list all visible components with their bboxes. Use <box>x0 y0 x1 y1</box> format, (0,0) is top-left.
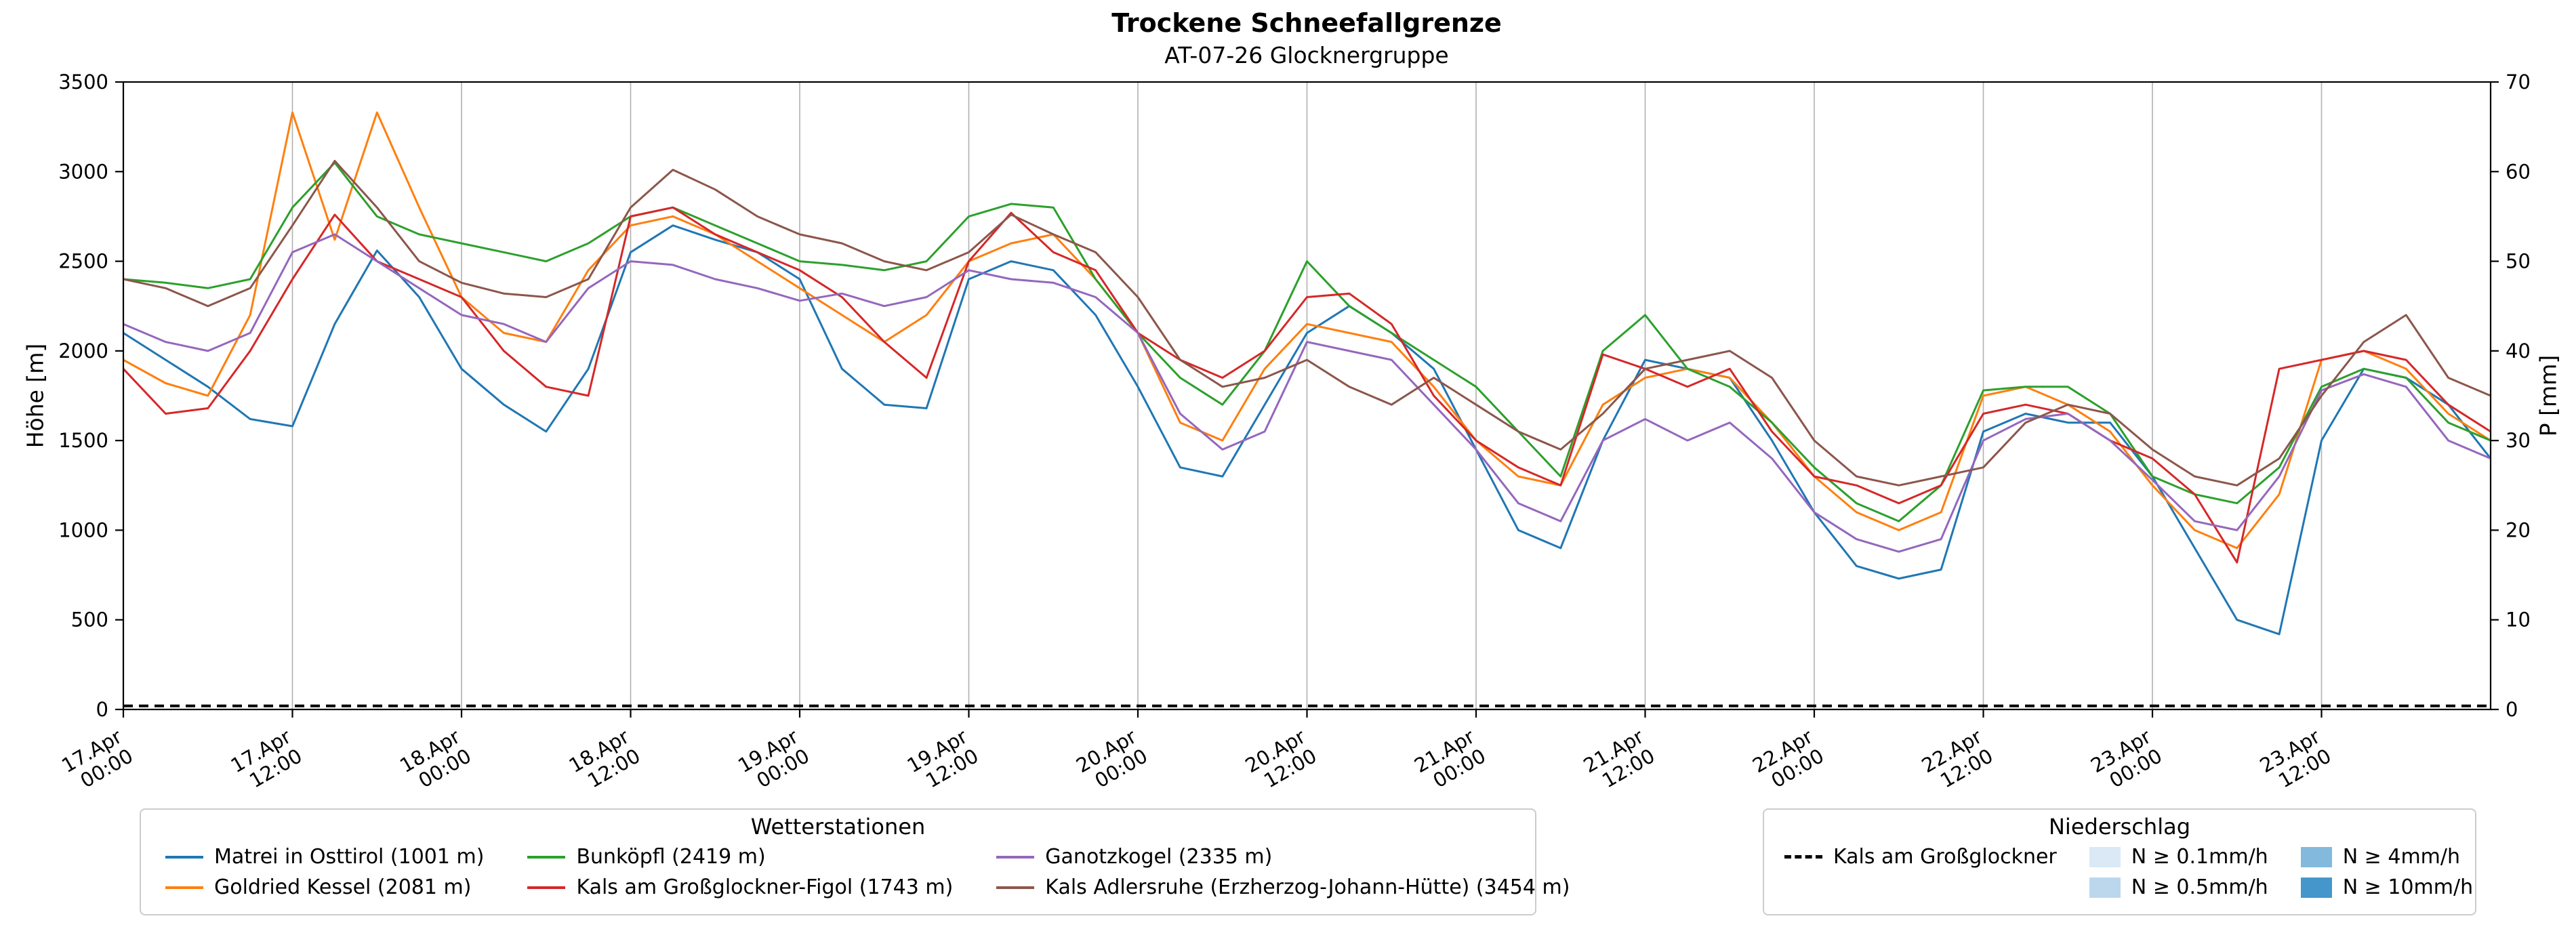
svg-text:23.Apr12:00: 23.Apr12:00 <box>2256 725 2335 797</box>
legend-label: N ≥ 0.5mm/h <box>2131 875 2268 899</box>
xtick-label: 23.Apr00:00 <box>2087 725 2166 797</box>
legend-item-n-4mm-h: N ≥ 4mm/h <box>2300 845 2473 869</box>
legend-item-matrei-in-osttirol-1001-m: Matrei in Osttirol (1001 m) <box>165 845 484 869</box>
chart-subtitle: AT-07-26 Glocknergruppe <box>1164 42 1449 68</box>
series-line-ganotzkogel-2335-m <box>123 233 2491 553</box>
xtick-label: 21.Apr00:00 <box>1410 725 1490 797</box>
precip-patch-swatch-icon <box>2089 846 2121 867</box>
ytick-right-label: 20 <box>2506 518 2531 541</box>
series-line-kals-adlersruhe-erzherzog-johann-h-tte-3454-m <box>123 159 2491 487</box>
ytick-right-label: 60 <box>2506 160 2531 183</box>
svg-text:17.Apr12:00: 17.Apr12:00 <box>227 725 306 797</box>
legend-item-kals-am-gro-glockner-figol-1743-m: Kals am Großglockner-Figol (1743 m) <box>527 875 953 899</box>
legend-label: Kals am Großglockner <box>1833 845 2057 869</box>
precip-patch-swatch-icon <box>2089 877 2121 898</box>
legend-item-n-10mm-h: N ≥ 10mm/h <box>2300 875 2474 899</box>
svg-text:18.Apr12:00: 18.Apr12:00 <box>565 725 645 797</box>
svg-text:19.Apr12:00: 19.Apr12:00 <box>903 725 983 797</box>
legend-stations-items: Matrei in Osttirol (1001 m) Bunköpfl (241… <box>157 845 1570 899</box>
ytick-right-label: 30 <box>2506 429 2531 452</box>
legend-label: Goldried Kessel (2081 m) <box>214 875 472 899</box>
legend-label: N ≥ 4mm/h <box>2342 845 2461 869</box>
series-color-swatch-icon <box>996 855 1035 859</box>
legend-label: N ≥ 0.1mm/h <box>2131 845 2268 869</box>
legend-item-ganotzkogel-2335-m: Ganotzkogel (2335 m) <box>996 845 1570 869</box>
dashed-line-swatch-icon <box>1784 855 1822 859</box>
legend-item-n-0-1mm-h: N ≥ 0.1mm/h <box>2089 845 2268 869</box>
series-color-swatch-icon <box>527 886 566 889</box>
svg-text:17.Apr00:00: 17.Apr00:00 <box>58 725 137 797</box>
legend-item-kals-am-gro-glockner: Kals am Großglockner <box>1784 845 2057 869</box>
ytick-left-label: 1000 <box>58 518 108 541</box>
series-line-bunk-pfl-2419-m <box>123 161 2491 522</box>
svg-text:21.Apr00:00: 21.Apr00:00 <box>1410 725 1490 797</box>
ytick-right-label: 50 <box>2506 250 2531 273</box>
legend-item-n-0-5mm-h: N ≥ 0.5mm/h <box>2089 875 2268 899</box>
svg-text:23.Apr00:00: 23.Apr00:00 <box>2087 725 2166 797</box>
svg-text:22.Apr00:00: 22.Apr00:00 <box>1749 725 1828 797</box>
xtick-label: 20.Apr00:00 <box>1072 725 1151 797</box>
svg-text:19.Apr00:00: 19.Apr00:00 <box>734 725 813 797</box>
xtick-label: 19.Apr12:00 <box>903 725 983 797</box>
ytick-right-label: 10 <box>2506 608 2531 632</box>
ytick-left-label: 2000 <box>58 339 108 363</box>
ytick-left-label: 0 <box>96 698 108 721</box>
ytick-left-label: 3500 <box>58 70 108 94</box>
ytick-left-label: 500 <box>71 608 108 632</box>
svg-text:20.Apr00:00: 20.Apr00:00 <box>1072 725 1151 797</box>
legend-label: Matrei in Osttirol (1001 m) <box>214 845 485 869</box>
ytick-left-label: 1500 <box>58 429 108 452</box>
xtick-label: 17.Apr00:00 <box>58 725 137 797</box>
svg-text:21.Apr12:00: 21.Apr12:00 <box>1580 725 1659 797</box>
series-line-goldried-kessel-2081-m <box>123 111 2491 550</box>
ytick-right-label: 70 <box>2506 70 2531 94</box>
series-color-swatch-icon <box>996 886 1035 889</box>
ytick-right-label: 0 <box>2506 698 2518 721</box>
xtick-label: 17.Apr12:00 <box>227 725 306 797</box>
svg-text:20.Apr12:00: 20.Apr12:00 <box>1242 725 1321 797</box>
xtick-label: 23.Apr12:00 <box>2256 725 2335 797</box>
xtick-label: 22.Apr00:00 <box>1749 725 1828 797</box>
legend-label: N ≥ 10mm/h <box>2342 875 2474 899</box>
chart-title: Trockene Schneefallgrenze <box>1111 8 1502 38</box>
legend-label: Kals Adlersruhe (Erzherzog-Johann-Hütte)… <box>1045 875 1570 899</box>
xtick-label: 18.Apr12:00 <box>565 725 645 797</box>
series-color-swatch-icon <box>165 855 203 859</box>
legend-precip-items: Kals am Großglockner N ≥ 0.1mm/h N ≥ 0.5mm… <box>1780 845 2473 899</box>
legend-label: Bunköpfl (2419 m) <box>576 845 766 869</box>
legend-item-goldried-kessel-2081-m: Goldried Kessel (2081 m) <box>165 875 484 899</box>
svg-text:18.Apr00:00: 18.Apr00:00 <box>396 725 475 797</box>
ytick-left-label: 3000 <box>58 160 108 183</box>
xtick-label: 20.Apr12:00 <box>1242 725 1321 797</box>
legend-precip-title: Niederschlag <box>2048 814 2191 840</box>
legend-item-bunk-pfl-2419-m: Bunköpfl (2419 m) <box>527 845 953 869</box>
legend-stations-title: Wetterstationen <box>750 814 926 840</box>
legend-item-kals-adlersruhe-erzherzog-johann-h-tte-3454-m: Kals Adlersruhe (Erzherzog-Johann-Hütte)… <box>996 875 1570 899</box>
legend-niederschlag: Niederschlag Kals am Großglockner N ≥ 0.1… <box>1763 808 2476 915</box>
legend-label: Ganotzkogel (2335 m) <box>1045 845 1273 869</box>
xtick-label: 18.Apr00:00 <box>396 725 475 797</box>
ytick-left-label: 2500 <box>58 250 108 273</box>
xtick-label: 19.Apr00:00 <box>734 725 813 797</box>
xtick-label: 22.Apr12:00 <box>1918 725 1997 797</box>
precip-patch-swatch-icon <box>2300 846 2332 867</box>
ytick-right-label: 40 <box>2506 339 2531 363</box>
legend-wetterstationen: Wetterstationen Matrei in Osttirol (1001… <box>140 808 1570 915</box>
svg-text:22.Apr12:00: 22.Apr12:00 <box>1918 725 1997 797</box>
precip-patch-swatch-icon <box>2300 877 2332 898</box>
series-color-swatch-icon <box>165 886 203 889</box>
series-color-swatch-icon <box>527 855 566 859</box>
legend-label: Kals am Großglockner-Figol (1743 m) <box>576 875 954 899</box>
xtick-label: 21.Apr12:00 <box>1580 725 1659 797</box>
